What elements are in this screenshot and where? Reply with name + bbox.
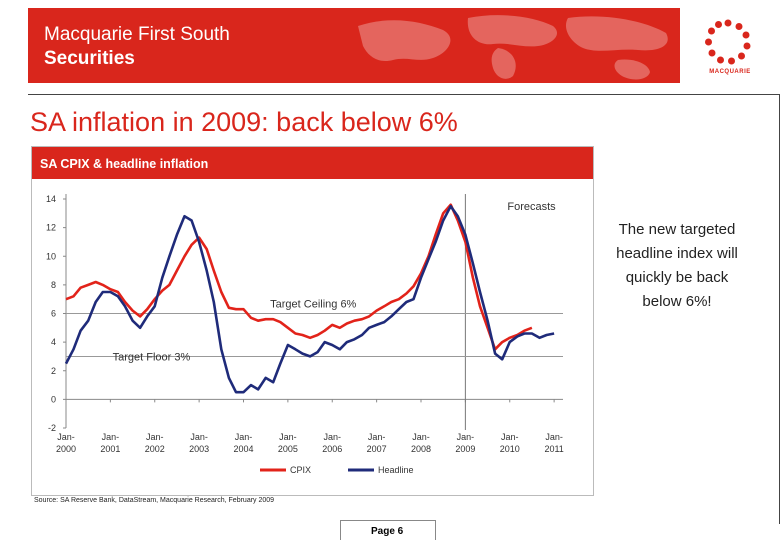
- series-line-headline: [64, 204, 555, 394]
- x-tick-label-year: 2002: [145, 444, 165, 454]
- slide-title: SA inflation in 2009: back below 6%: [30, 107, 458, 137]
- banner-title-line2: Securities: [44, 48, 135, 69]
- y-tick-label: 2: [51, 366, 56, 376]
- x-tick-label-year: 2005: [278, 444, 298, 454]
- banner-title: Macquarie First South Securities: [44, 23, 230, 71]
- world-map-graphic: [358, 15, 668, 80]
- y-tick-label: 10: [46, 251, 56, 261]
- inflation-chart: 14121086420-2Jan-2000Jan-2001Jan-2002Jan…: [46, 194, 564, 475]
- macquarie-logo: MACQUARIE: [680, 8, 780, 83]
- legend-label-cpix: CPIX: [290, 465, 311, 475]
- y-tick-label: 14: [46, 194, 56, 204]
- chart-header: SA CPIX & headline inflation: [32, 147, 593, 179]
- x-tick-label-year: 2008: [411, 444, 431, 454]
- banner-title-line1: Macquarie First South: [44, 24, 230, 45]
- x-tick-label-month: Jan-: [368, 432, 386, 442]
- x-tick-label-month: Jan-: [190, 432, 208, 442]
- x-tick-label-month: Jan-: [323, 432, 341, 442]
- x-tick-label-year: 2011: [544, 444, 563, 454]
- x-tick-label-year: 2006: [322, 444, 342, 454]
- chart-source: Source: SA Reserve Bank, DataStream, Mac…: [34, 497, 275, 504]
- y-tick-label: 6: [51, 309, 56, 319]
- legend-label-headline: Headline: [378, 465, 414, 475]
- x-tick-label-month: Jan-: [57, 432, 75, 442]
- logo-text: MACQUARIE: [709, 69, 751, 75]
- y-tick-label: 0: [51, 394, 56, 404]
- target-ceiling-label: Target Ceiling 6%: [270, 299, 356, 311]
- y-tick-label: 12: [46, 223, 56, 233]
- x-tick-label-month: Jan-: [235, 432, 253, 442]
- x-tick-label-year: 2010: [500, 444, 520, 454]
- x-tick-label-year: 2004: [233, 444, 253, 454]
- forecasts-label: Forecasts: [507, 201, 556, 213]
- header-banner: Macquarie First South Securities MACQUAR…: [28, 8, 780, 83]
- y-tick-label: -2: [48, 423, 56, 433]
- logo-ring-icon: [705, 19, 751, 65]
- x-tick-label-month: Jan-: [545, 432, 563, 442]
- x-tick-label-year: 2000: [56, 444, 76, 454]
- y-tick-label: 4: [51, 337, 56, 347]
- x-tick-label-month: Jan-: [102, 432, 120, 442]
- chart-panel: SA CPIX & headline inflation 14 12 10 8 6 4 2 0…: [31, 146, 594, 496]
- frame-divider: [28, 94, 780, 95]
- y-tick-label: 8: [51, 280, 56, 290]
- x-tick-label-year: 2007: [367, 444, 387, 454]
- page-number: Page 6: [371, 526, 404, 537]
- callout-note: The new targeted headline index will qui…: [616, 221, 738, 310]
- x-tick-label-month: Jan-: [501, 432, 519, 442]
- page-number-box: Page 6: [340, 520, 436, 540]
- x-tick-label-month: Jan-: [146, 432, 164, 442]
- x-tick-label-month: Jan-: [279, 432, 297, 442]
- chart-title: SA CPIX & headline inflation: [40, 157, 209, 171]
- x-tick-label-month: Jan-: [412, 432, 430, 442]
- x-tick-label-year: 2009: [455, 444, 475, 454]
- x-tick-label-year: 2001: [100, 444, 120, 454]
- target-floor-label: Target Floor 3%: [113, 351, 191, 363]
- x-tick-label-year: 2003: [189, 444, 209, 454]
- x-tick-label-month: Jan-: [457, 432, 475, 442]
